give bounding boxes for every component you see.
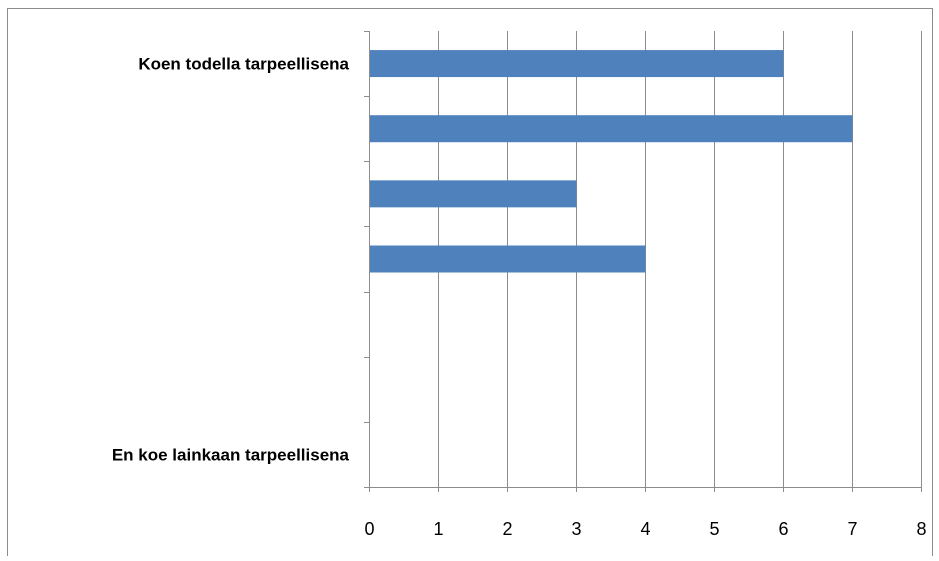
x-tick-label-0: 0 [364,519,374,539]
x-tick-label-6: 6 [778,519,788,539]
bar-2 [370,180,577,208]
category-labels: Koen todella tarpeellisena En koe lainkaa… [112,55,350,465]
bar-1 [370,115,853,143]
x-tick-label-3: 3 [571,519,581,539]
x-tick-label-7: 7 [847,519,857,539]
x-tick-labels: 0 1 2 3 4 5 6 7 8 [364,519,926,539]
x-tick-label-5: 5 [709,519,719,539]
x-tick-label-2: 2 [502,519,512,539]
category-label-6: En koe lainkaan tarpeellisena [112,445,350,464]
bar-0 [370,50,784,78]
x-tick-label-8: 8 [916,519,926,539]
axes [364,31,922,492]
x-tick-label-1: 1 [433,519,443,539]
x-tick-label-4: 4 [640,519,650,539]
bar-3 [370,245,646,273]
bars [370,50,853,273]
chart-frame [7,8,933,556]
category-label-0: Koen todella tarpeellisena [138,55,349,74]
